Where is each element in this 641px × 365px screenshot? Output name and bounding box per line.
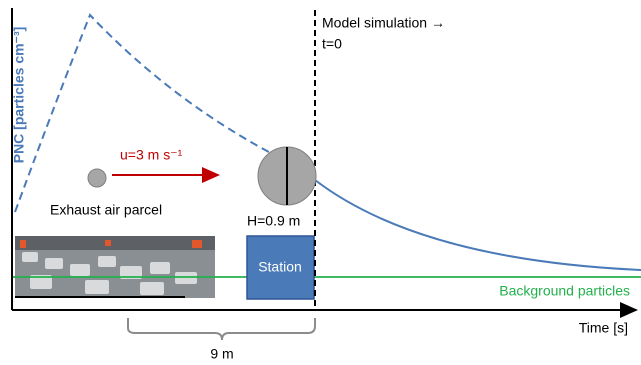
x-axis-label: Time [s]	[579, 320, 628, 336]
traffic-photo	[15, 236, 215, 298]
simulated-curve	[315, 180, 641, 270]
dashed-curve	[15, 15, 300, 212]
model-label: Model simulation →	[322, 15, 445, 31]
height-label: H=0.9 m	[247, 213, 300, 229]
t0-label: t=0	[322, 36, 342, 52]
diagram: Station PNC [particles cm⁻³] Model simul…	[0, 0, 641, 365]
station-label: Station	[258, 259, 302, 275]
background-label: Background particles	[499, 283, 630, 299]
small-parcel	[88, 169, 106, 187]
parcel-label: Exhaust air parcel	[50, 202, 162, 218]
wind-label: u=3 m s⁻¹	[120, 147, 183, 163]
distance-label: 9 m	[210, 346, 233, 362]
y-axis-label: PNC [particles cm⁻³]	[11, 27, 27, 164]
distance-brace	[128, 318, 315, 340]
